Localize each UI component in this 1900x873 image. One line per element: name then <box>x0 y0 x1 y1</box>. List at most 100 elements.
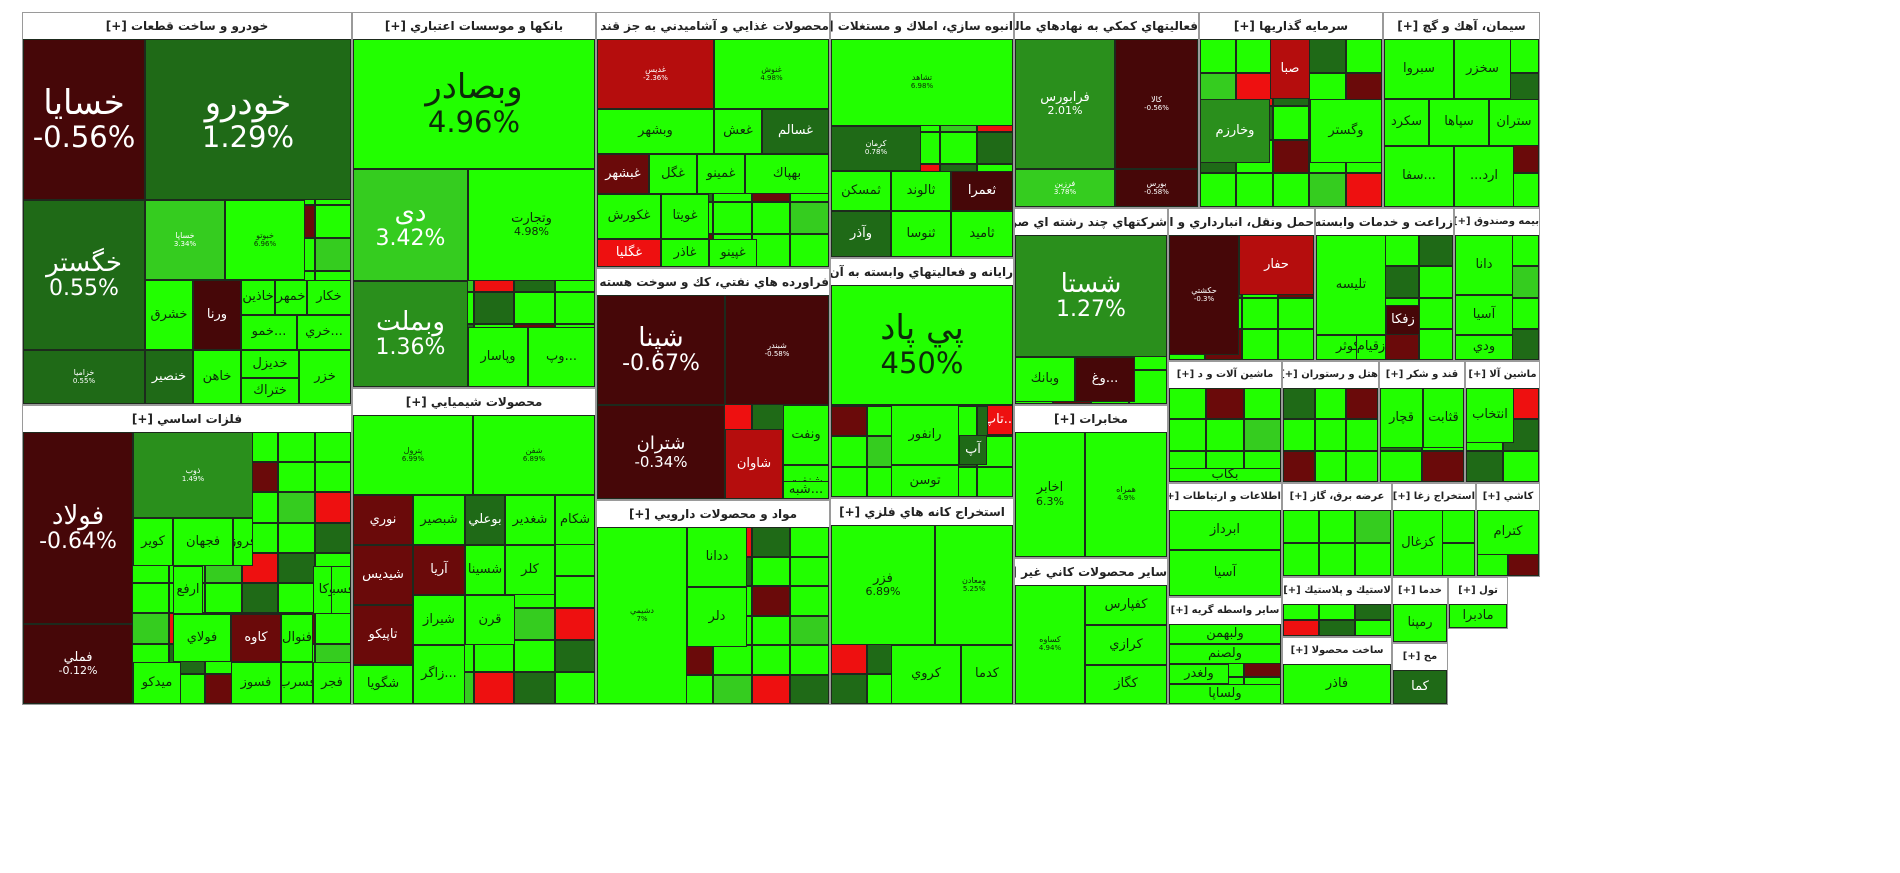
stock-tile[interactable]: ددانا <box>687 527 747 587</box>
sector-title[interactable]: اطلاعات و ارتباطات [+] <box>1169 484 1281 510</box>
stock-tile[interactable]: دانا <box>1455 235 1513 295</box>
stock-tile[interactable]: تاپيكو <box>353 605 413 665</box>
sector-title[interactable]: خدما [+] <box>1393 578 1447 604</box>
stock-tile[interactable]: دشيمي 7% <box>597 527 687 704</box>
sector-title[interactable]: فراورده هاي نفتي، كك و سوخت هسته اي [+] <box>597 269 829 295</box>
sector-block[interactable]: فراورده هاي نفتي، كك و سوخت هسته اي [+]ش… <box>596 268 830 500</box>
stock-tile[interactable]: بوعلي <box>465 495 505 545</box>
sector-title[interactable]: استخراج كانه هاي فلزي [+] <box>831 499 1013 525</box>
stock-tile[interactable]: فجر <box>313 662 351 704</box>
stock-tile[interactable]: وپ... <box>528 327 595 387</box>
sector-title[interactable]: مخابرات [+] <box>1015 406 1167 432</box>
stock-tile[interactable]: فرزين 3.78% <box>1015 169 1115 207</box>
stock-tile[interactable]: بورس -0.58% <box>1115 169 1198 207</box>
stock-tile[interactable]: ميدكو <box>133 662 181 704</box>
stock-tile[interactable]: وغ... <box>1075 357 1135 402</box>
stock-tile[interactable]: خسايا -0.56% <box>23 39 145 200</box>
stock-tile[interactable]: فولاي <box>173 614 231 662</box>
sector-title[interactable]: ساير واسطه گريه [+] <box>1169 598 1281 624</box>
stock-tile[interactable]: آسيا <box>1169 550 1281 596</box>
stock-tile[interactable]: وگستر <box>1310 99 1382 163</box>
stock-tile[interactable]: غمينو <box>697 154 745 194</box>
stock-tile[interactable]: ودي <box>1455 335 1513 360</box>
stock-tile[interactable]: خشرق <box>145 280 193 350</box>
stock-tile[interactable]: غسالم <box>762 109 829 154</box>
sector-title[interactable]: حمل ونقل، انبارداري و ار [+] <box>1169 209 1314 235</box>
sector-block[interactable]: ساير محصولات كاني غير [+]كساوه4.94%كفپار… <box>1014 558 1168 705</box>
stock-tile[interactable]: رانفور <box>891 405 959 465</box>
stock-tile[interactable]: ثامید <box>951 211 1013 257</box>
stock-tile[interactable]: فملي -0.12% <box>23 624 133 704</box>
stock-tile[interactable]: ولغدر <box>1169 664 1229 684</box>
stock-tile[interactable]: غويتا <box>661 194 709 239</box>
stock-tile[interactable]: خمو... <box>241 315 297 350</box>
stock-tile[interactable]: وبصادر 4.96% <box>353 39 595 169</box>
stock-tile[interactable]: پي پاد 450% <box>831 285 1013 405</box>
stock-tile[interactable]: زفكا <box>1386 305 1420 335</box>
stock-tile[interactable]: وبشهر <box>597 109 714 154</box>
stock-tile[interactable]: فاذر <box>1283 664 1391 704</box>
stock-tile[interactable]: غبشهر <box>597 154 649 194</box>
sector-title[interactable]: سرمايه گذاريها [+] <box>1200 13 1382 39</box>
stock-tile[interactable]: غعش <box>714 109 762 154</box>
sector-title[interactable]: قند و شكر [+] <box>1380 362 1464 388</box>
stock-tile[interactable]: صبا <box>1270 39 1310 99</box>
sector-block[interactable]: محصولات شيميايي [+] پترول 6.99% شفن 6.89% نور… <box>352 388 596 705</box>
sector-title[interactable]: ساخت محصولا [+] <box>1283 638 1391 664</box>
sector-title[interactable]: فعاليتهاي كمكي به نهادهاي مالي [+] <box>1015 13 1198 39</box>
stock-tile[interactable]: خري... <box>297 315 351 350</box>
sector-block[interactable]: مخابرات [+] اخابر 6.3% همراه 4.9% <box>1014 405 1168 558</box>
stock-tile[interactable]: فولاد -0.64% <box>23 432 133 624</box>
stock-tile[interactable]: ولصنم <box>1169 644 1281 664</box>
stock-tile[interactable]: شغدير <box>505 495 555 545</box>
stock-tile[interactable]: آپ <box>959 435 987 465</box>
sector-title[interactable]: بيمه وصندوق [+] <box>1455 209 1539 235</box>
stock-tile[interactable]: كاوه <box>231 614 281 662</box>
stock-tile[interactable]: كوير <box>133 518 173 566</box>
stock-tile[interactable]: ارفع <box>173 566 203 614</box>
sector-title[interactable]: تول [+] <box>1449 578 1507 604</box>
sector-block[interactable]: استخراج كانه هاي فلزي [+] فزر 6.89% ومعادن 5… <box>830 498 1014 705</box>
stock-tile[interactable]: غپينو <box>709 239 757 267</box>
stock-tile[interactable]: وبملت 1.36% <box>353 281 468 387</box>
stock-tile[interactable]: قثابت <box>1423 388 1464 448</box>
stock-tile[interactable]: ثنوسا <box>891 211 951 257</box>
stock-tile[interactable]: غگليا <box>597 239 661 267</box>
stock-tile[interactable]: كروي <box>891 645 961 704</box>
stock-tile[interactable]: ثمسكن <box>831 171 891 211</box>
sector-title[interactable]: محصولات شيميايي [+] <box>353 389 595 415</box>
sector-block[interactable]: خودرو و ساخت قطعات [+] خسايا -0.56% خودرو 1.… <box>22 12 352 405</box>
stock-tile[interactable]: شبندر -0.58% <box>725 295 829 405</box>
stock-tile[interactable]: خزر <box>299 350 351 404</box>
stock-tile[interactable]: كرمان 0.78% <box>831 126 921 171</box>
stock-tile[interactable]: زاگر... <box>413 645 465 704</box>
sector-title[interactable]: هتل و رستوران [+] <box>1283 362 1378 388</box>
stock-tile[interactable]: كزغال <box>1393 510 1443 576</box>
sector-block[interactable]: بيمه وصندوق [+] دانا آسيا ودي <box>1454 208 1540 361</box>
sector-title[interactable]: شركتهاي چند رشته اي صن [+] <box>1015 209 1167 235</box>
stock-tile[interactable]: شفن 6.89% <box>473 415 595 495</box>
stock-tile[interactable]: خمهر <box>275 280 307 315</box>
sector-block[interactable]: ماشين آلا [+] انتخاب <box>1465 361 1540 483</box>
stock-tile[interactable]: شستا 1.27% <box>1015 235 1167 357</box>
stock-tile[interactable]: وتجارت 4.98% <box>468 169 595 281</box>
stock-tile[interactable]: ختراك <box>241 378 299 404</box>
stock-tile[interactable]: شيراز <box>413 595 465 645</box>
stock-tile[interactable]: حفار <box>1239 235 1314 295</box>
sector-title[interactable]: عرضه برق، گاز [+] <box>1283 484 1391 510</box>
stock-tile[interactable]: شكام <box>555 495 595 545</box>
stock-tile[interactable]: خگستر 0.55% <box>23 200 145 350</box>
stock-tile[interactable]: وخارزم <box>1200 99 1270 163</box>
stock-tile[interactable]: شاوان <box>725 429 783 499</box>
sector-block[interactable]: خدما [+] رمپنا <box>1392 577 1448 643</box>
stock-tile[interactable]: خساپا 3.34% <box>145 200 225 280</box>
stock-tile[interactable]: بكاب <box>1169 468 1281 482</box>
stock-tile[interactable]: قرن <box>465 595 515 645</box>
sector-title[interactable]: سيمان، آهك و گچ [+] <box>1384 13 1539 39</box>
stock-tile[interactable]: غنوش 4.98% <box>714 39 829 109</box>
stock-tile[interactable]: شپنا -0.67% <box>597 295 725 405</box>
stock-tile[interactable]: دی 3.42% <box>353 169 468 281</box>
stock-tile[interactable]: زقيام <box>1356 335 1386 360</box>
stock-tile[interactable]: فزر 6.89% <box>831 525 935 645</box>
sector-block[interactable]: حمل ونقل، انبارداري و ار [+] حفار حكشتي-0.… <box>1168 208 1315 361</box>
